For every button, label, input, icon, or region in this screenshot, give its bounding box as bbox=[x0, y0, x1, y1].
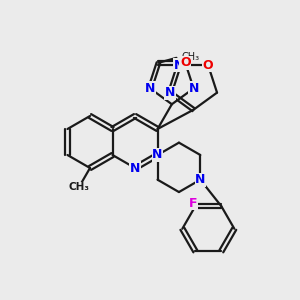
Text: O: O bbox=[203, 58, 213, 71]
Text: N: N bbox=[165, 86, 175, 99]
Text: N: N bbox=[195, 173, 206, 186]
Text: N: N bbox=[188, 82, 199, 95]
Text: F: F bbox=[189, 197, 198, 210]
Text: CH₃: CH₃ bbox=[182, 52, 200, 62]
Text: N: N bbox=[130, 161, 140, 175]
Text: N: N bbox=[145, 82, 155, 95]
Text: N: N bbox=[152, 148, 163, 161]
Text: N: N bbox=[174, 58, 184, 71]
Text: CH₃: CH₃ bbox=[68, 182, 89, 192]
Text: O: O bbox=[180, 56, 190, 69]
